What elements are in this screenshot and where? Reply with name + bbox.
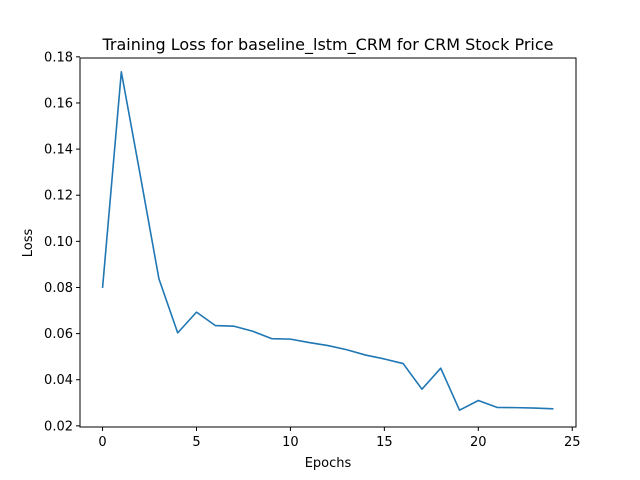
chart-title: Training Loss for baseline_lstm_CRM for … bbox=[102, 35, 554, 55]
x-tick-label: 20 bbox=[470, 435, 487, 450]
x-tick-label: 5 bbox=[192, 435, 200, 450]
loss-line bbox=[101, 71, 554, 411]
y-tick-label: 0.02 bbox=[44, 419, 73, 434]
y-tick-label: 0.04 bbox=[44, 373, 73, 388]
x-axis-label: Epochs bbox=[305, 456, 352, 471]
y-tick-label: 0.18 bbox=[44, 50, 73, 65]
x-tick-label: 25 bbox=[564, 435, 581, 450]
y-tick-label: 0.16 bbox=[44, 96, 73, 111]
y-axis-label: Loss bbox=[21, 229, 36, 258]
y-axis: 0.02 0.04 0.06 0.08 0.10 0.12 0.14 0.16 0.18 bbox=[44, 50, 80, 434]
plot-frame bbox=[79, 57, 577, 428]
x-axis: 0 5 10 15 20 25 bbox=[98, 427, 581, 450]
y-tick-label: 0.14 bbox=[44, 143, 73, 158]
y-tick-label: 0.10 bbox=[44, 235, 73, 250]
y-tick-label: 0.12 bbox=[44, 189, 73, 204]
x-tick-label: 0 bbox=[98, 435, 106, 450]
series-layer bbox=[101, 71, 554, 411]
y-tick-label: 0.06 bbox=[44, 327, 73, 342]
x-tick-label: 15 bbox=[376, 435, 393, 450]
x-tick-label: 10 bbox=[282, 435, 299, 450]
y-tick-label: 0.08 bbox=[44, 281, 73, 296]
